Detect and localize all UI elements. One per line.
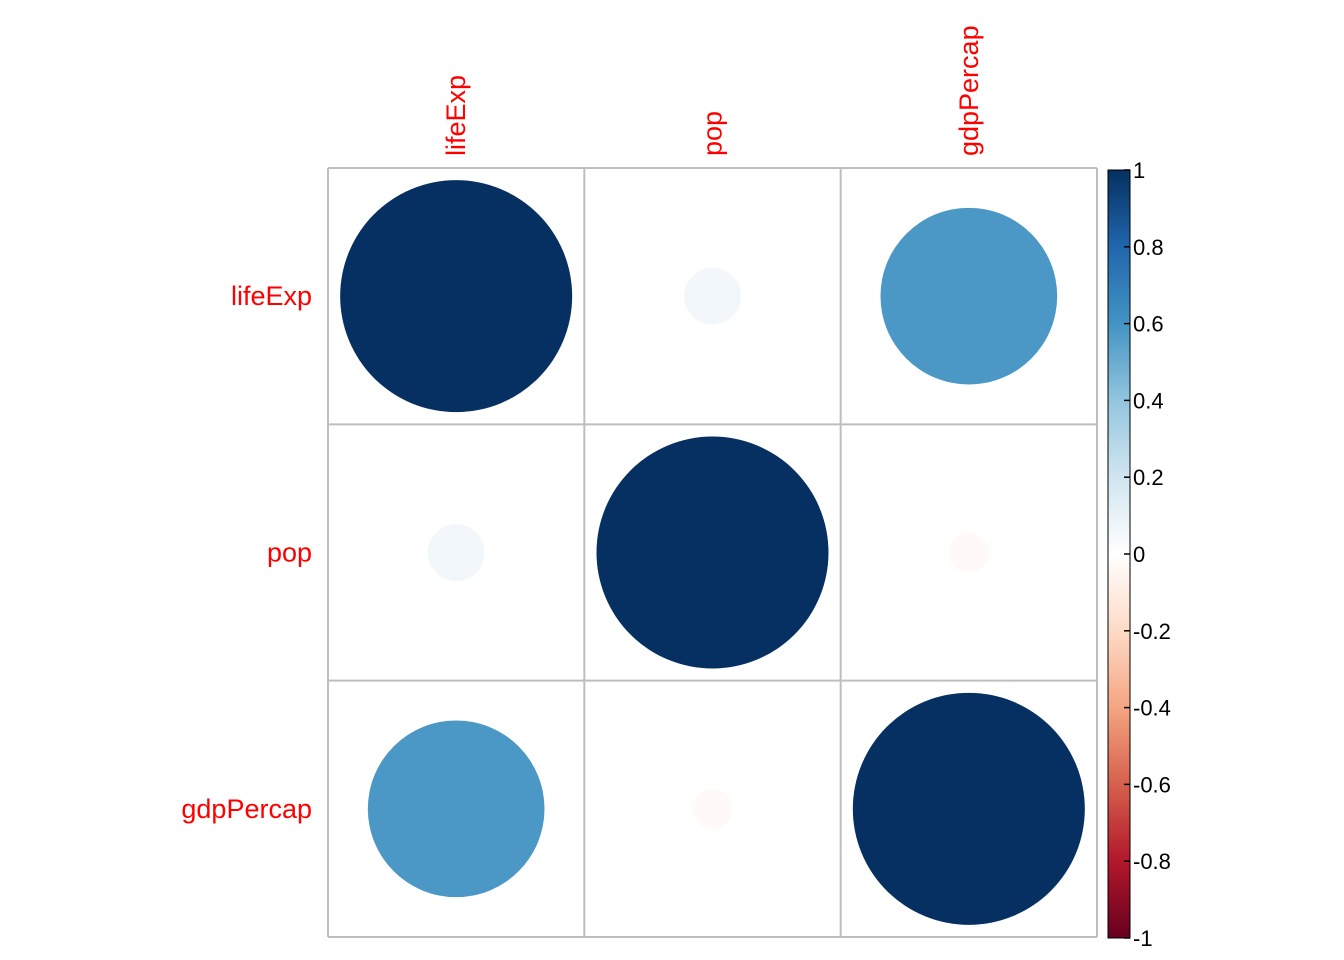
- row-label-lifeExp: lifeExp: [231, 281, 312, 311]
- corr-circle-lifeExp-gdpPercap: [880, 207, 1058, 385]
- colorbar-legend: 1 0.8 0.6 0.4 0.2 0 -0.2 -0.4 -0.6 -0.8 -1: [1107, 158, 1171, 951]
- colorbar-tick-label: 0.6: [1133, 312, 1164, 337]
- colorbar-tick-label: -0.4: [1133, 696, 1171, 721]
- corr-circle-lifeExp-lifeExp: [340, 180, 573, 413]
- colorbar-tick-label: 1: [1133, 158, 1145, 183]
- colorbar-tick-label: 0: [1133, 542, 1145, 567]
- matrix-grid: [327, 167, 1098, 938]
- col-label-gdpPercap: gdpPercap: [954, 25, 984, 156]
- colorbar-tick-label: -1: [1133, 926, 1153, 951]
- corr-circle-pop-lifeExp: [427, 524, 485, 581]
- corr-circle-pop-gdpPercap: [948, 532, 989, 573]
- colorbar-tick-label: -0.2: [1133, 619, 1171, 644]
- row-labels: lifeExp pop gdpPercap: [181, 281, 312, 824]
- corr-circle-gdpPercap-gdpPercap: [852, 692, 1085, 925]
- corr-circle-lifeExp-pop: [684, 267, 741, 325]
- corr-circle-gdpPercap-pop: [692, 788, 733, 829]
- col-label-lifeExp: lifeExp: [441, 75, 471, 156]
- colorbar-tick-label: 0.8: [1133, 235, 1164, 260]
- col-label-pop: pop: [697, 111, 727, 156]
- colorbar-tick-label: 0.2: [1133, 465, 1164, 490]
- corr-circle-gdpPercap-lifeExp: [367, 720, 545, 898]
- row-label-pop: pop: [267, 537, 312, 567]
- row-label-gdpPercap: gdpPercap: [181, 794, 312, 824]
- matrix-cells: [340, 180, 1085, 925]
- colorbar-tick-label: -0.8: [1133, 849, 1171, 874]
- colorbar-tick-label: 0.4: [1133, 388, 1164, 413]
- colorbar-tick-label: -0.6: [1133, 772, 1171, 797]
- corr-circle-pop-pop: [596, 436, 829, 669]
- column-labels: lifeExp pop gdpPercap: [441, 25, 984, 156]
